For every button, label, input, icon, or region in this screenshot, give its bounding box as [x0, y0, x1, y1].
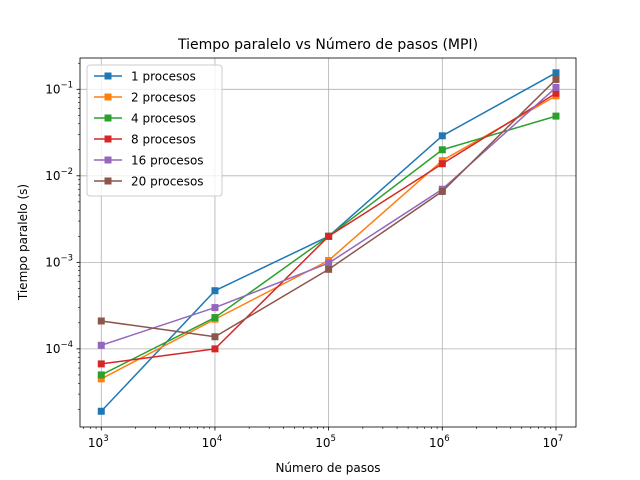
y-tick-exponent: −3: [60, 253, 73, 263]
data-point: [552, 89, 560, 97]
x-tick-base: 10: [202, 436, 217, 450]
data-point: [325, 259, 333, 267]
legend: 1 procesos 2 procesos 4 procesos 8 procesos…: [86, 64, 223, 197]
x-tick-exponent: 5: [331, 434, 336, 444]
y-tick-label: 10−1: [45, 80, 73, 96]
data-point: [211, 287, 219, 295]
y-tick-base: 10: [45, 82, 60, 96]
data-point: [97, 375, 105, 383]
data-point: [438, 132, 446, 140]
x-tick-base: 10: [429, 436, 444, 450]
series-layer: [97, 69, 560, 415]
legend-label: 20 procesos: [131, 175, 204, 189]
y-tick-exponent: −4: [60, 340, 73, 350]
x-tick-base: 10: [88, 436, 103, 450]
data-point: [97, 341, 105, 349]
y-axis-label: Tiempo paralelo (s): [16, 184, 30, 301]
data-point: [552, 83, 560, 91]
y-tick-base: 10: [45, 342, 60, 356]
data-point: [211, 345, 219, 353]
legend-marker: [104, 135, 112, 143]
data-point: [552, 75, 560, 83]
x-tick-label: 103: [88, 434, 109, 450]
legend-entry: 16 procesos: [94, 154, 204, 168]
plot-frame: [79, 57, 577, 428]
data-point: [438, 187, 446, 195]
x-tick-label: 106: [429, 434, 450, 450]
x-tick-label: 107: [543, 434, 564, 450]
legend-entry: 4 procesos: [94, 112, 196, 126]
y-tick-base: 10: [45, 255, 60, 269]
legend-marker: [104, 156, 112, 164]
data-point: [552, 69, 560, 77]
data-point: [325, 265, 333, 273]
data-point: [211, 314, 219, 322]
data-point: [211, 333, 219, 341]
x-tick-base: 10: [543, 436, 558, 450]
x-tick-label: 104: [202, 434, 223, 450]
x-tick-exponent: 4: [217, 434, 222, 444]
data-point: [97, 360, 105, 368]
data-point: [97, 371, 105, 379]
legend-label: 1 procesos: [131, 70, 196, 84]
y-tick-exponent: −2: [60, 167, 73, 177]
y-tick-base: 10: [45, 169, 60, 183]
legend-marker: [104, 93, 112, 101]
x-tick-exponent: 6: [444, 434, 449, 444]
data-point: [325, 232, 333, 240]
legend-marker: [104, 114, 112, 122]
series-4: [97, 89, 560, 368]
legend-label: 2 procesos: [131, 91, 196, 105]
data-point: [438, 146, 446, 154]
data-point: [438, 160, 446, 168]
x-axis-label: Número de pasos: [275, 461, 380, 475]
legend-marker: [104, 177, 112, 185]
y-axis-ticks: 10−410−310−210−1: [45, 80, 80, 356]
legend-entry: 1 procesos: [94, 70, 196, 84]
data-point: [97, 407, 105, 415]
data-point: [552, 112, 560, 120]
chart-title: Tiempo paralelo vs Número de pasos (MPI): [177, 37, 478, 53]
x-tick-exponent: 3: [103, 434, 108, 444]
y-tick-label: 10−3: [45, 253, 73, 269]
y-tick-label: 10−4: [45, 340, 73, 356]
legend-label: 4 procesos: [131, 112, 196, 126]
x-tick-exponent: 7: [558, 434, 563, 444]
x-tick-base: 10: [315, 436, 330, 450]
y-tick-exponent: −1: [60, 80, 73, 90]
legend-label: 16 procesos: [131, 154, 204, 168]
legend-entry: 8 procesos: [94, 133, 196, 147]
legend-entry: 2 procesos: [94, 91, 196, 105]
series-6: [97, 75, 560, 341]
x-axis-ticks: 103 104 105 106 107: [88, 427, 563, 450]
data-point: [211, 304, 219, 312]
legend-label: 8 procesos: [131, 133, 196, 147]
y-tick-label: 10−2: [45, 167, 73, 183]
x-tick-label: 105: [315, 434, 336, 450]
legend-marker: [104, 72, 112, 80]
data-point: [97, 317, 105, 325]
legend-entry: 20 procesos: [94, 175, 204, 189]
